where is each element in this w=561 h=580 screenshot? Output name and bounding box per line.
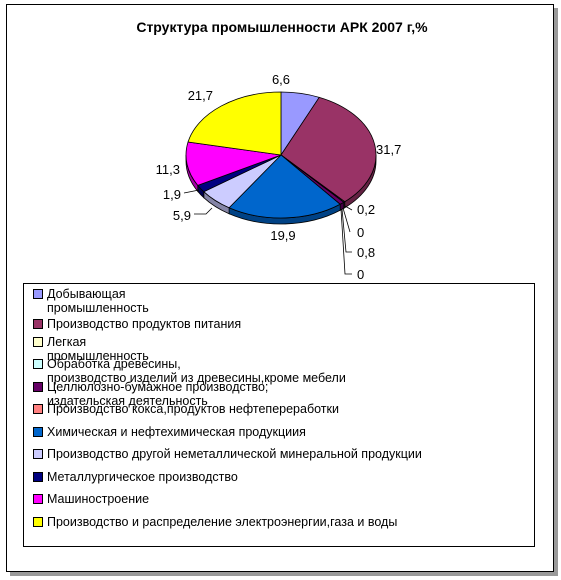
data-label-0: 6,6	[272, 72, 290, 87]
legend-label-0: Добывающая промышленность	[47, 287, 149, 315]
legend-label-4: Целлюлозно-бумажное производство; издате…	[47, 380, 269, 408]
data-label-5: 0	[357, 267, 364, 282]
legend-label-10: Производство и распределение электроэнер…	[47, 515, 398, 529]
legend-label-5: Производство кокса,продуктов нефтеперера…	[47, 402, 339, 416]
data-label-9: 11,3	[156, 162, 180, 177]
leader-line-3	[342, 207, 351, 233]
data-label-2: 0,2	[357, 202, 375, 217]
legend-label-8: Металлургическое производство	[47, 470, 238, 484]
legend-swatch-8	[33, 472, 43, 482]
legend-swatch-1	[33, 319, 43, 329]
legend-label-6: Химическая и нефтехимическая продукциия	[47, 425, 306, 439]
legend-swatch-10	[33, 517, 43, 527]
legend-swatch-5	[33, 404, 43, 414]
legend-swatch-9	[33, 494, 43, 504]
legend-label-1: Производство продуктов питания	[47, 317, 242, 331]
leader-line-7	[194, 207, 213, 215]
legend-label-3: Обработка древесины, производство издели…	[47, 357, 346, 385]
legend-label-7: Производство другой неметаллической мине…	[47, 447, 422, 461]
legend-label-2: Легкая промышленность	[47, 335, 149, 363]
legend-swatch-3	[33, 359, 43, 369]
pie-slice-10	[187, 91, 282, 156]
legend-swatch-6	[33, 427, 43, 437]
legend: Добывающая промышленность Производство пр…	[23, 283, 535, 547]
data-label-8: 1,9	[163, 187, 181, 202]
leader-line-8	[183, 189, 200, 194]
legend-swatch-4	[33, 382, 43, 392]
legend-swatch-2	[33, 337, 43, 347]
data-label-3: 0	[357, 225, 364, 240]
chart-title: Структура промышленности АРК 2007 г,%	[136, 19, 428, 35]
pie-slice-9	[185, 141, 282, 186]
leader-line-2	[344, 205, 353, 211]
data-label-10: 21,7	[188, 88, 213, 103]
pie-slice-1	[280, 96, 377, 203]
data-label-1: 31,7	[376, 142, 401, 157]
legend-label-9: Машиностроение	[47, 492, 150, 506]
data-label-6: 19,9	[270, 228, 295, 243]
pie-slice-6	[228, 154, 341, 219]
leader-line-5	[340, 208, 352, 275]
leader-line-4	[341, 208, 352, 253]
data-label-4: 0,8	[357, 245, 375, 260]
legend-swatch-0	[33, 289, 43, 299]
data-label-7: 5,9	[173, 208, 191, 223]
legend-swatch-7	[33, 449, 43, 459]
